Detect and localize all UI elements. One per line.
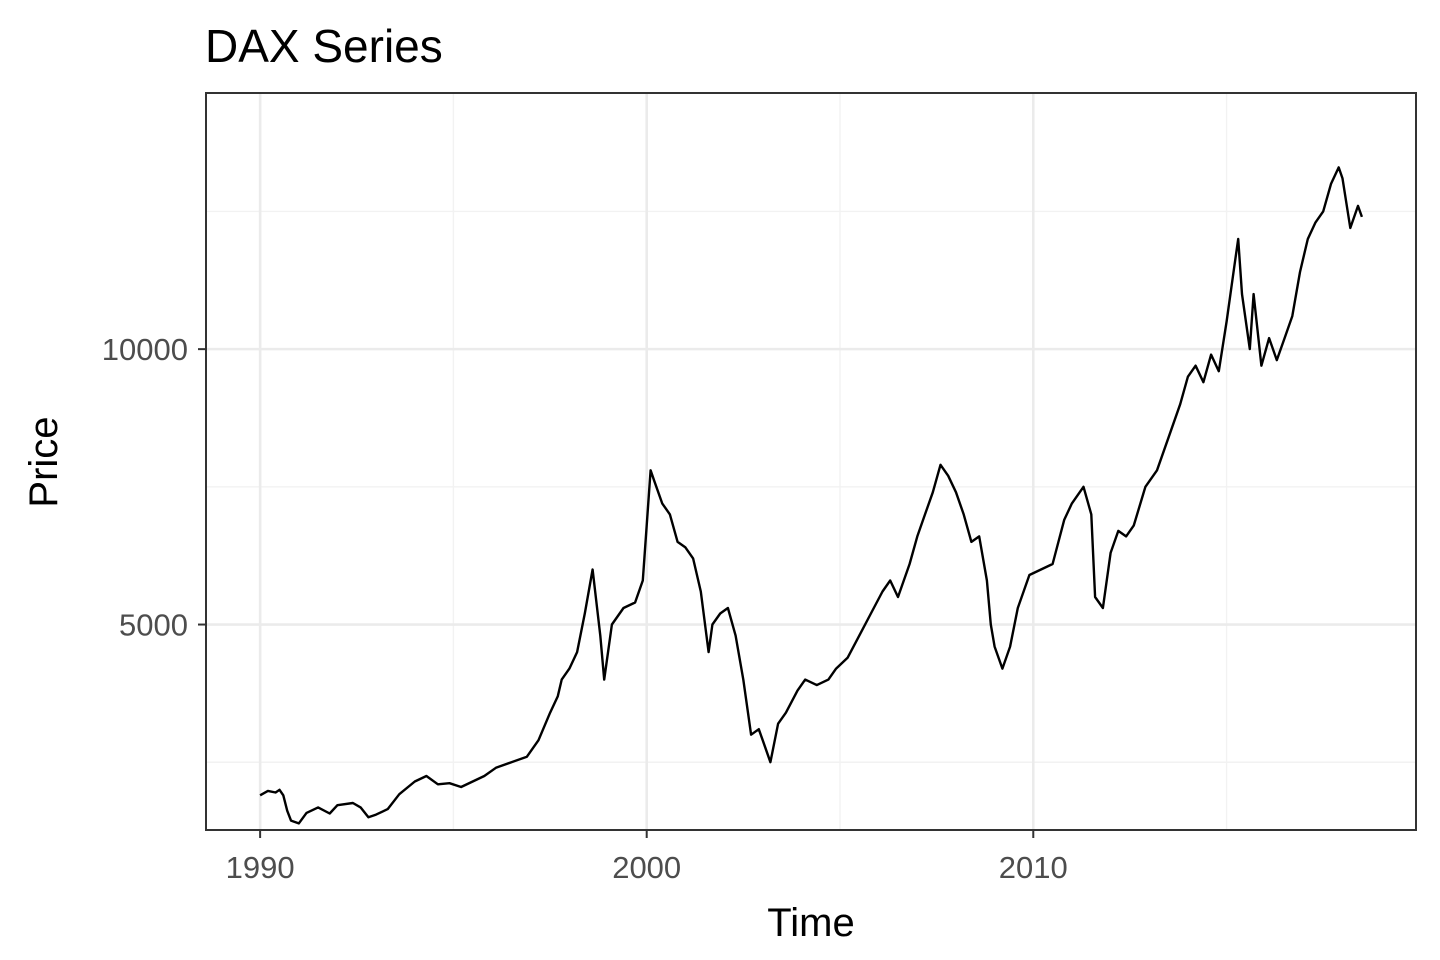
axis-ticks: 1990 2000 2010 5000 10000 [102, 332, 1068, 885]
panel-border [205, 92, 1417, 831]
chart-title: DAX Series [205, 20, 443, 72]
series-layer [259, 166, 1364, 825]
grid-lines [206, 93, 1416, 830]
y-tick-label: 5000 [119, 608, 188, 643]
y-axis-title: Price [22, 416, 66, 507]
x-tick-label: 1990 [226, 850, 295, 885]
x-tick-label: 2010 [999, 850, 1068, 885]
y-tick-label: 10000 [102, 332, 188, 367]
x-tick-label: 2000 [612, 850, 681, 885]
x-axis-title: Time [767, 901, 854, 945]
series-line-0 [259, 166, 1364, 825]
